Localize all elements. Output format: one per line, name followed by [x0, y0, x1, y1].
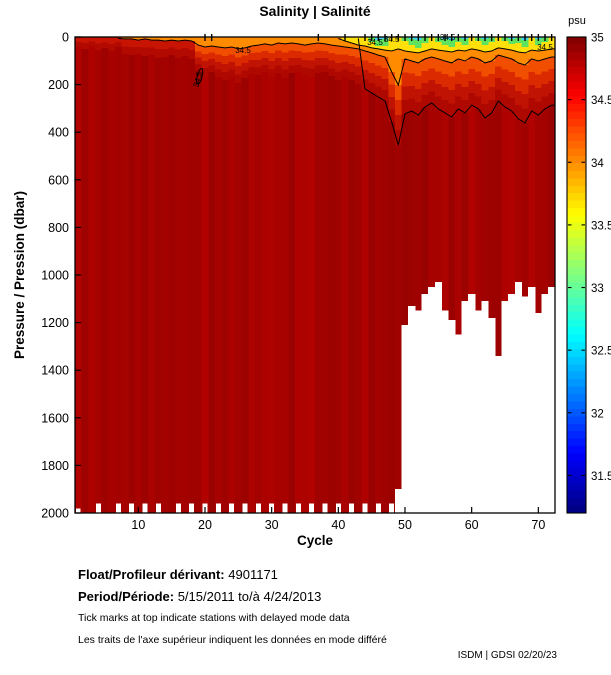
svg-text:600: 600 — [48, 173, 69, 187]
svg-text:32: 32 — [591, 408, 604, 420]
svg-text:800: 800 — [48, 221, 69, 235]
svg-text:34.5: 34.5 — [591, 95, 611, 107]
note-english: Tick marks at top indicate stations with… — [78, 612, 350, 624]
credit-stamp: ISDM | GDSI 02/20/23 — [457, 650, 557, 661]
svg-text:31.5: 31.5 — [591, 471, 611, 483]
colorbar: 35 34.5 34 33.5 33 32.5 32 31.5 — [566, 33, 611, 514]
float-id-label: Float/Profileur dérivant: — [78, 567, 225, 582]
svg-text:20: 20 — [198, 518, 212, 532]
svg-text:30: 30 — [265, 518, 279, 532]
svg-text:1800: 1800 — [41, 459, 69, 473]
period-line: Period/Période: 5/15/2011 to/à 4/24/2013 — [78, 589, 321, 604]
contour-lines: 34.534.534.534.534.534.5 — [118, 33, 555, 146]
svg-text:1000: 1000 — [41, 269, 69, 283]
svg-text:1400: 1400 — [41, 364, 69, 378]
svg-text:34: 34 — [591, 158, 604, 170]
svg-text:400: 400 — [48, 126, 69, 140]
period-value: 5/15/2011 to/à 4/24/2013 — [177, 589, 322, 604]
float-id-value: 4901171 — [228, 567, 278, 582]
svg-text:33: 33 — [591, 283, 604, 295]
svg-text:0: 0 — [62, 31, 69, 45]
chart-title: Salinity | Salinité — [259, 3, 371, 19]
svg-text:34.5: 34.5 — [235, 46, 251, 55]
plot-axes: 10 20 30 40 50 60 70 0 200 400 600 800 1000 1200 1400 1… — [41, 31, 556, 532]
svg-text:34.5: 34.5 — [192, 70, 205, 88]
svg-text:40: 40 — [331, 518, 345, 532]
svg-text:34.5: 34.5 — [367, 38, 383, 47]
note-french: Les traits de l'axe supérieur indiquent … — [78, 634, 387, 646]
svg-text:33.5: 33.5 — [591, 220, 611, 232]
svg-text:2000: 2000 — [41, 507, 69, 521]
colorbar-unit-label: psu — [568, 15, 586, 27]
svg-text:32.5: 32.5 — [591, 346, 611, 358]
svg-text:1600: 1600 — [41, 411, 69, 425]
svg-text:70: 70 — [531, 518, 545, 532]
svg-text:10: 10 — [131, 518, 145, 532]
svg-text:200: 200 — [48, 78, 69, 92]
x-axis-title: Cycle — [296, 533, 334, 548]
float-id-line: Float/Profileur dérivant: 4901171 — [78, 567, 278, 582]
missing-data-region — [76, 282, 556, 513]
period-label: Period/Période: — [78, 589, 175, 604]
svg-text:50: 50 — [398, 518, 412, 532]
svg-text:1200: 1200 — [41, 316, 69, 330]
svg-text:34.5: 34.5 — [537, 43, 553, 52]
svg-text:35: 35 — [591, 33, 604, 45]
svg-text:60: 60 — [465, 518, 479, 532]
